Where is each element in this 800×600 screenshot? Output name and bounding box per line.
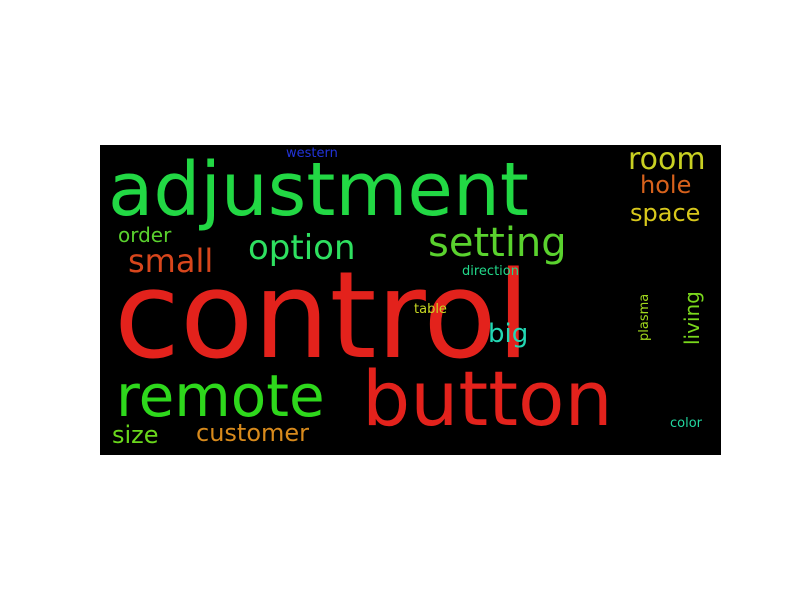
word-big: big <box>488 319 529 349</box>
word-adjustment: adjustment <box>108 147 529 233</box>
word-control: control <box>114 247 530 386</box>
word-cloud: control adjustment button remote setting… <box>100 145 721 455</box>
word-size: size <box>112 421 159 449</box>
word-table: table <box>414 302 447 317</box>
word-hole: hole <box>640 171 692 199</box>
word-customer: customer <box>196 419 310 447</box>
word-setting: setting <box>428 220 567 266</box>
word-small: small <box>128 242 214 280</box>
word-remote: remote <box>116 362 325 430</box>
word-color: color <box>670 416 703 431</box>
word-order: order <box>118 223 172 247</box>
word-western: western <box>286 146 338 161</box>
word-plasma: plasma <box>637 293 652 341</box>
word-space: space <box>630 199 701 227</box>
word-button: button <box>362 354 613 443</box>
word-direction: direction <box>462 264 519 279</box>
word-room: room <box>628 145 706 177</box>
word-living: living <box>680 291 704 345</box>
word-option: option <box>248 228 356 268</box>
